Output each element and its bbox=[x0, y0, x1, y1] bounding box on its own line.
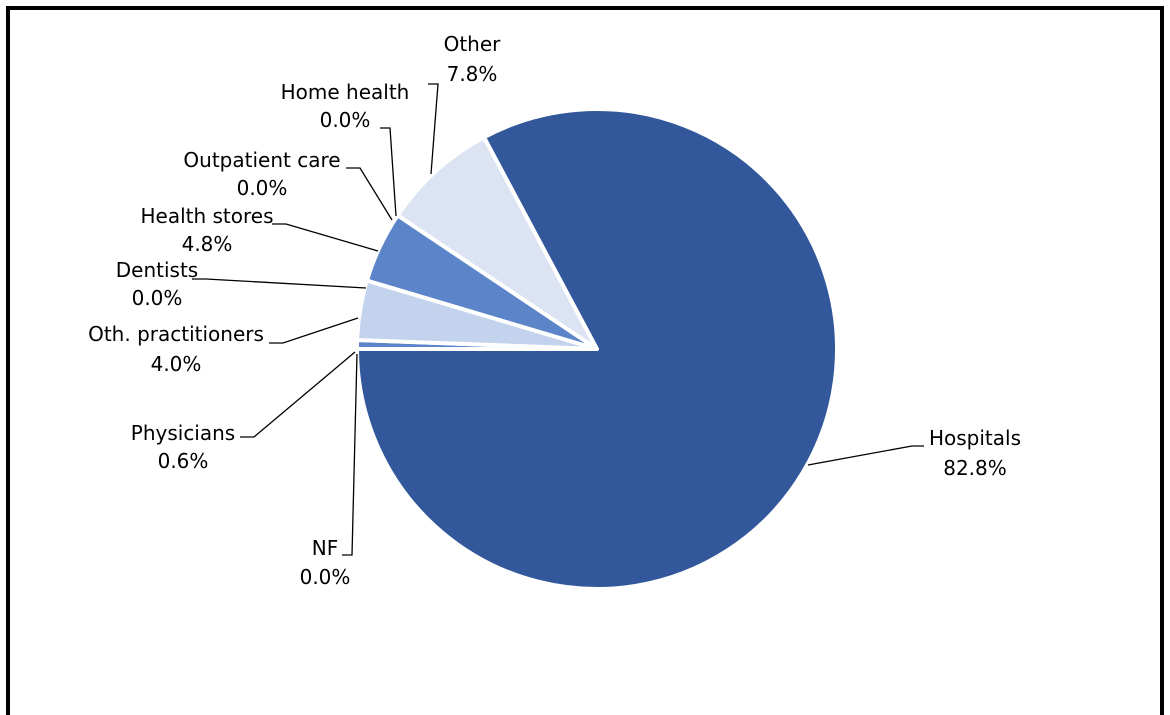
slice-name-home-health: Home health bbox=[281, 80, 410, 104]
leader-line-dentists bbox=[192, 278, 367, 289]
leader-line-outpatient-care bbox=[346, 167, 393, 221]
slice-value-nf: 0.0% bbox=[300, 565, 351, 589]
leader-lines bbox=[192, 83, 924, 556]
slice-value-dentists: 0.0% bbox=[132, 286, 183, 310]
slice-value-health-stores: 4.8% bbox=[182, 232, 233, 256]
leader-line-nf bbox=[342, 353, 358, 556]
leader-line-hospitals bbox=[807, 445, 924, 466]
leader-line-other bbox=[428, 83, 439, 175]
leader-line-physicians bbox=[240, 351, 356, 438]
pie-slice-hospitals bbox=[355, 107, 839, 591]
slice-labels: Physicians 0.6% Oth. practitioners 4.0% Dent… bbox=[88, 32, 1021, 589]
slice-value-home-health: 0.0% bbox=[320, 108, 371, 132]
slice-value-hospitals: 82.8% bbox=[943, 456, 1007, 480]
slice-value-physicians: 0.6% bbox=[158, 449, 209, 473]
leader-line-oth-practitioners bbox=[269, 317, 359, 344]
slice-name-oth-practitioners: Oth. practitioners bbox=[88, 322, 264, 346]
slice-name-other: Other bbox=[444, 32, 502, 56]
slice-name-outpatient-care: Outpatient care bbox=[183, 148, 340, 172]
slice-value-outpatient-care: 0.0% bbox=[237, 176, 288, 200]
pie-slice-other bbox=[395, 135, 599, 351]
slice-name-hospitals: Hospitals bbox=[929, 426, 1021, 450]
slice-value-other: 7.8% bbox=[447, 62, 498, 86]
slice-name-nf: NF bbox=[312, 536, 338, 560]
slice-name-health-stores: Health stores bbox=[140, 204, 273, 228]
slice-name-dentists: Dentists bbox=[116, 258, 198, 282]
pie-slices bbox=[355, 107, 839, 591]
slice-value-oth-practitioners: 4.0% bbox=[151, 352, 202, 376]
slice-name-physicians: Physicians bbox=[131, 421, 235, 445]
leader-line-health-stores bbox=[272, 223, 379, 252]
leader-line-home-health bbox=[380, 127, 397, 217]
